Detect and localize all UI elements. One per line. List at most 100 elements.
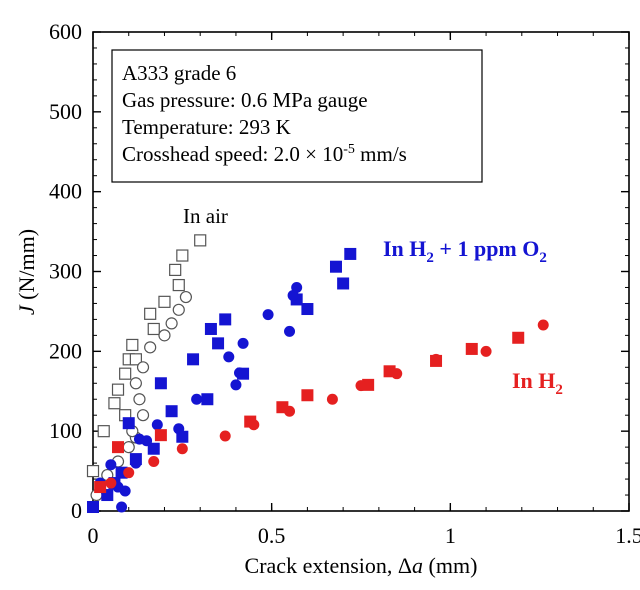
data-point [480,345,492,357]
x-axis-label: Crack extension, Δa (mm) [245,553,478,578]
data-point [86,464,100,478]
data-point [158,329,171,342]
data-point [204,322,217,335]
x-tick-label: 0 [88,523,99,548]
data-point [151,419,163,431]
data-point [512,331,525,344]
data-point [234,367,246,379]
data-point [187,353,200,366]
series-0 [86,234,207,478]
data-point [111,383,125,396]
data-point [123,467,135,479]
y-tick-label: 400 [49,179,82,204]
data-point [329,260,342,273]
info-line-1: A333 grade 6 [122,61,236,85]
data-point [158,295,171,308]
data-point [165,405,178,418]
data-point [122,417,135,430]
data-point [301,389,314,402]
data-point [301,303,314,316]
data-point [430,353,442,365]
data-point [230,379,242,391]
data-point [344,247,357,260]
data-point [97,425,110,438]
data-point [337,277,350,290]
data-point [169,263,182,277]
data-point [129,377,142,390]
y-tick-label: 100 [49,418,82,443]
data-point [126,338,139,352]
data-point [391,368,403,380]
data-point [291,281,303,293]
data-point [136,361,150,374]
data-point [136,409,150,422]
data-point [465,342,478,355]
data-point [537,319,549,331]
data-point [87,501,99,514]
x-tick-label: 0.5 [258,523,286,548]
data-point [194,234,207,247]
info-line-3: Temperature: 293 K [122,115,291,139]
data-point [172,278,185,292]
y-tick-label: 0 [71,498,82,523]
data-point [144,307,157,320]
series-4 [94,331,525,494]
data-point [237,337,249,349]
data-point [173,423,185,435]
data-point [105,477,117,489]
data-point [176,443,188,455]
data-point [94,481,107,494]
info-line-4: Crosshead speed: 2.0 × 10-5 mm/s [122,142,407,166]
info-line-2: Gas pressure: 0.6 MPa gauge [122,88,368,112]
data-point [116,501,128,513]
y-axis-label: J (N/mm) [14,229,39,315]
data-point [130,457,142,469]
data-point [108,397,121,410]
data-point [172,303,185,316]
data-point [154,377,167,390]
data-point [129,353,142,366]
x-tick-label: 1 [445,523,456,548]
data-point [191,393,203,405]
data-point [112,441,125,454]
data-point [179,290,193,304]
data-point [284,405,296,417]
data-point [147,442,160,455]
data-point [154,429,167,442]
annotation-in-h2-o2: In H2 + 1 ppm O2 [383,236,547,266]
data-point [176,249,189,262]
data-point [212,337,225,350]
info-box [111,49,483,183]
y-tick-label: 600 [49,19,82,44]
tick-labels: 0 0.5 1 1.5 0 100 200 300 400 500 600 [49,19,640,548]
data-point [141,435,153,447]
data-point [262,309,274,321]
data-point [219,313,232,326]
data-point [119,485,131,497]
data-point [133,393,146,406]
data-point [119,367,132,380]
data-point [165,317,178,330]
data-point [219,430,231,442]
data-point [147,322,160,336]
series-3 [94,281,303,513]
data-point [248,419,260,431]
y-tick-label: 200 [49,338,82,363]
data-point [105,459,117,471]
y-tick-label: 300 [49,259,82,284]
series-5 [105,319,549,489]
data-point [355,380,367,392]
data-point [284,325,296,337]
series-1 [90,290,193,502]
data-point [144,341,157,354]
annotation-in-h2: In H2 [512,368,563,398]
data-point [122,441,135,454]
annotation-in-air: In air [183,204,228,228]
x-tick-label: 1.5 [615,523,640,548]
data-point [201,393,214,406]
y-tick-label: 500 [49,99,82,124]
info-line-4-text: Crosshead speed: 2.0 × 10-5 mm/s [122,142,407,166]
data-point [223,351,235,363]
data-point [326,393,338,405]
